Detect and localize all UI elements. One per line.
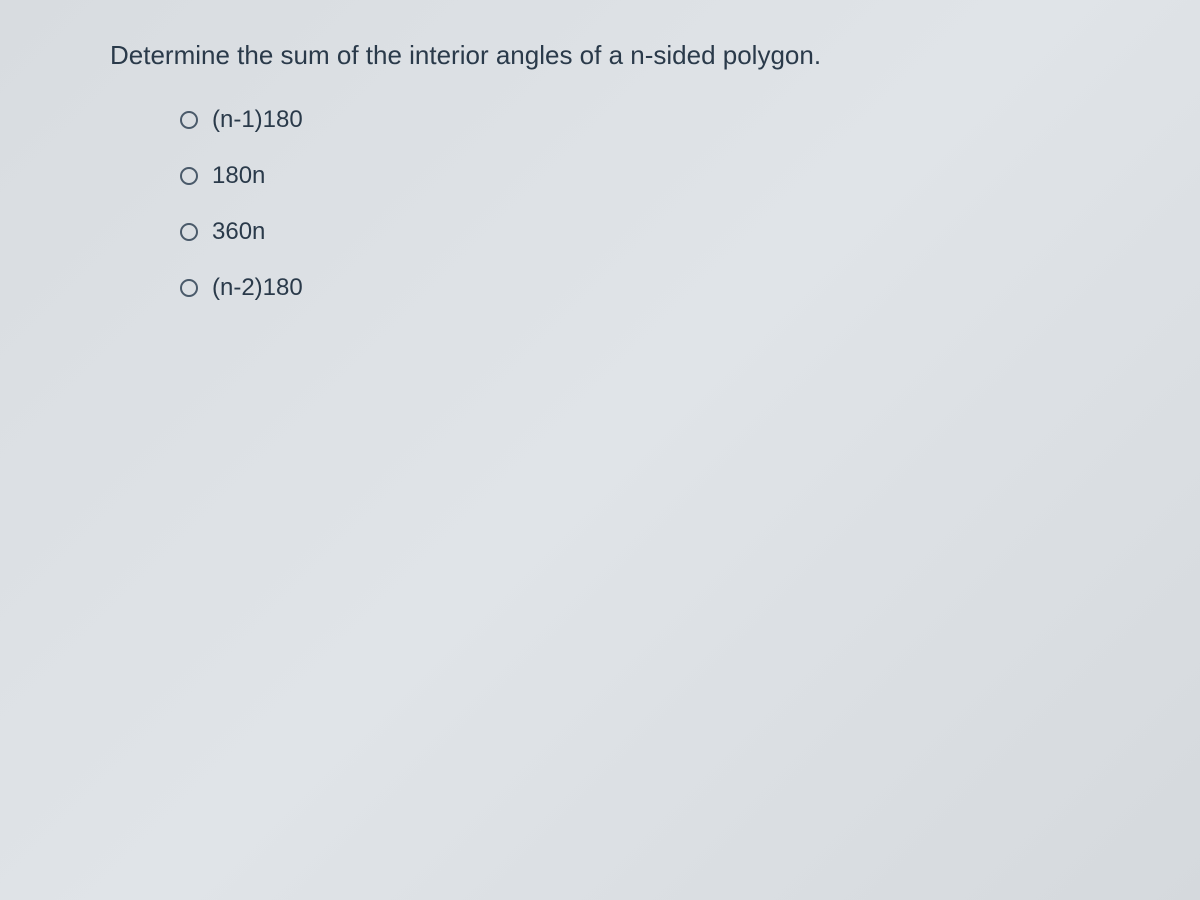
option-item-2[interactable]: 180n bbox=[180, 162, 1150, 190]
option-label: 180n bbox=[212, 162, 265, 190]
radio-icon[interactable] bbox=[180, 279, 198, 297]
radio-icon[interactable] bbox=[180, 167, 198, 185]
option-label: 360n bbox=[212, 218, 265, 246]
radio-icon[interactable] bbox=[180, 223, 198, 241]
option-item-4[interactable]: (n-2)180 bbox=[180, 274, 1150, 302]
options-list: (n-1)180 180n 360n (n-2)180 bbox=[50, 106, 1150, 302]
option-label: (n-2)180 bbox=[212, 274, 303, 302]
option-label: (n-1)180 bbox=[212, 106, 303, 134]
quiz-container: Determine the sum of the interior angles… bbox=[50, 40, 1150, 860]
option-item-3[interactable]: 360n bbox=[180, 218, 1150, 246]
option-item-1[interactable]: (n-1)180 bbox=[180, 106, 1150, 134]
radio-icon[interactable] bbox=[180, 111, 198, 129]
question-text: Determine the sum of the interior angles… bbox=[50, 40, 1150, 71]
